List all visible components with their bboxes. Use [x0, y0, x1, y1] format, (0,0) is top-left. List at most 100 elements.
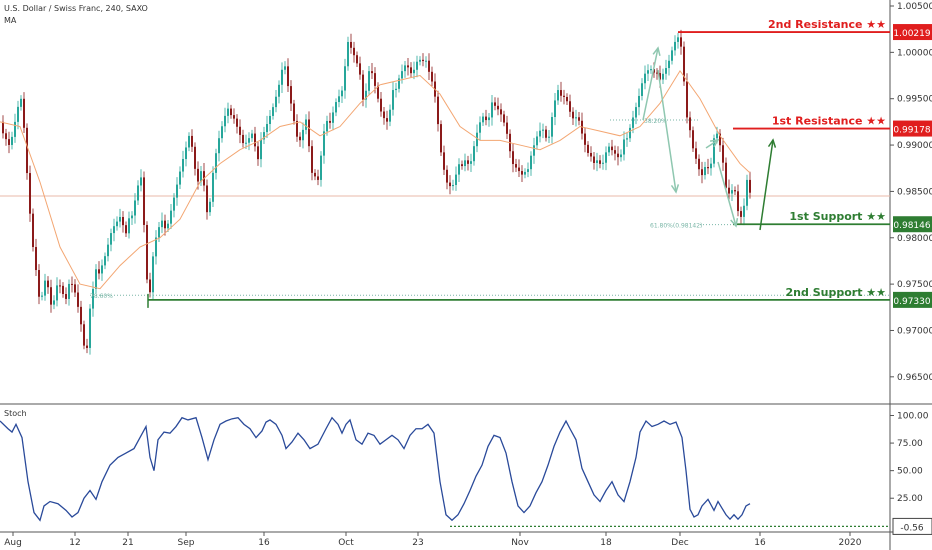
candle-body — [668, 60, 670, 69]
price-tick-label: 0.99000 — [897, 141, 932, 151]
candle-body — [467, 160, 469, 164]
candle-body — [593, 156, 595, 163]
price-tick-label: 0.96500 — [897, 373, 932, 383]
candle-body — [275, 96, 277, 108]
candle-body — [659, 73, 661, 80]
candle-body — [59, 285, 61, 287]
fib-arrow-down2 — [717, 161, 737, 227]
candle-body — [632, 117, 634, 128]
moving-average-line — [0, 69, 751, 290]
time-tick-label: 18 — [600, 538, 612, 548]
candle-body — [257, 146, 259, 160]
candle-body — [269, 115, 271, 125]
stoch-value-label: -0.56 — [900, 523, 924, 533]
candle-body — [29, 173, 31, 214]
candle-body — [734, 190, 736, 192]
candle-body — [437, 96, 439, 125]
level-price-tag — [893, 216, 932, 233]
candle-body — [56, 285, 58, 301]
candle-body — [65, 294, 67, 299]
candle-body — [350, 41, 352, 48]
candle-body — [311, 146, 313, 173]
candle-body — [248, 138, 250, 143]
fib-arrow-up — [642, 47, 659, 121]
candle-body — [32, 213, 34, 248]
candle-body — [674, 41, 676, 51]
candle-body — [122, 216, 124, 226]
candle-body — [383, 111, 385, 119]
candle-body — [743, 205, 745, 217]
candle-body — [452, 184, 454, 187]
candle-body — [605, 152, 607, 163]
candle-body — [512, 151, 514, 165]
candle-body — [215, 153, 217, 173]
candle-body — [527, 169, 529, 172]
candle-body — [359, 63, 361, 75]
candle-body — [5, 133, 7, 140]
candle-body — [698, 158, 700, 170]
candle-body — [422, 59, 424, 62]
candle-body — [704, 167, 706, 176]
projection-arrow-up — [759, 139, 774, 231]
candle-body — [365, 90, 367, 100]
candle-body — [677, 37, 679, 42]
candle-body — [326, 120, 328, 132]
candle-body — [560, 90, 562, 96]
candle-body — [533, 145, 535, 156]
candle-body — [332, 112, 334, 123]
candle-body — [590, 152, 592, 157]
candle-body — [620, 154, 622, 158]
candle-body — [293, 103, 295, 121]
candle-body — [260, 139, 262, 160]
candle-body — [125, 225, 127, 234]
candle-body — [629, 127, 631, 139]
candle-body — [494, 102, 496, 106]
candle-body — [476, 132, 478, 147]
candle-body — [542, 129, 544, 131]
candle-body — [44, 280, 46, 296]
candle-body — [155, 237, 157, 257]
candle-body — [131, 215, 133, 219]
candle-body — [98, 269, 100, 274]
candle-body — [746, 179, 748, 206]
candle-body — [227, 108, 229, 116]
candle-body — [305, 119, 307, 130]
candle-body — [557, 90, 559, 101]
candle-body — [386, 118, 388, 122]
candle-body — [233, 115, 235, 119]
candle-body — [647, 70, 649, 74]
candle-body — [641, 83, 643, 96]
candle-body — [92, 288, 94, 309]
candle-body — [341, 90, 343, 97]
candle-body — [563, 95, 565, 97]
candle-body — [503, 114, 505, 123]
candle-body — [635, 107, 637, 118]
candle-body — [722, 145, 724, 163]
candle-body — [473, 146, 475, 162]
candle-body — [230, 108, 232, 116]
price-tick-label: 0.99500 — [897, 95, 932, 105]
candle-body — [284, 66, 286, 70]
candle-body — [137, 185, 139, 201]
candle-body — [617, 153, 619, 158]
candle-body — [695, 148, 697, 159]
candle-body — [134, 200, 136, 216]
candle-body — [518, 167, 520, 172]
candle-body — [521, 171, 523, 175]
candle-body — [149, 279, 151, 293]
candle-body — [101, 265, 103, 274]
candle-body — [128, 218, 130, 234]
candle-body — [263, 132, 265, 140]
candle-body — [167, 223, 169, 229]
stoch-tick-label: 100.00 — [897, 412, 929, 422]
candle-body — [296, 120, 298, 137]
candle-body — [485, 116, 487, 121]
candle-body — [191, 135, 193, 147]
candle-body — [20, 98, 22, 107]
price-tick-label: 0.98500 — [897, 187, 932, 197]
candle-body — [428, 60, 430, 72]
level-price-label: 1.00219 — [893, 29, 930, 39]
candle-body — [614, 150, 616, 154]
candle-body — [458, 164, 460, 175]
stoch-line — [0, 416, 751, 522]
